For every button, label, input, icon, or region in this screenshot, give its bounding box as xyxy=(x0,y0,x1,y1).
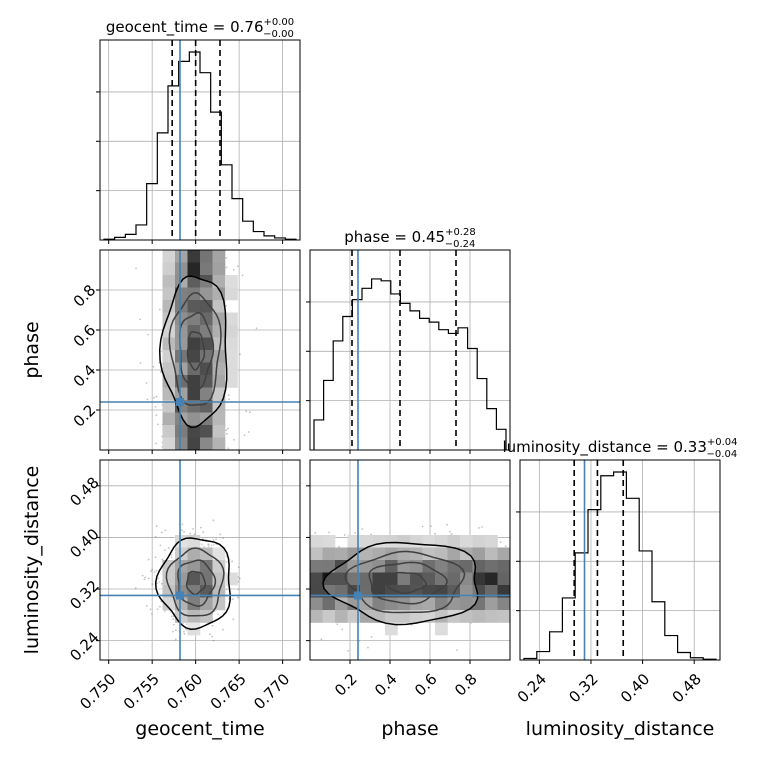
contour-line xyxy=(158,275,228,429)
panel-phase-vs-luminosity_distance xyxy=(309,459,511,661)
grid-lines xyxy=(100,460,300,660)
y-tick-label: 0.4 xyxy=(70,361,100,391)
contour-line xyxy=(386,571,427,595)
contour-line xyxy=(165,547,225,617)
contour-line xyxy=(344,550,466,614)
y-tick-label: 0.48 xyxy=(66,473,102,509)
grid-lines xyxy=(310,250,510,450)
x-tick-label: 0.40 xyxy=(617,670,653,706)
density-geocent_time-luminosity_distance xyxy=(134,519,241,642)
histogram-luminosity_distance xyxy=(523,471,717,660)
title-geocent_time: geocent_time = 0.76+0.00 −0.00 xyxy=(106,17,294,40)
x-tick-label: 0.8 xyxy=(451,670,481,700)
contour-line xyxy=(186,330,206,371)
title-luminosity_distance: luminosity_distance = 0.33+0.04 −0.04 xyxy=(502,437,737,460)
x-tick-label: 0.755 xyxy=(120,670,163,713)
x-tick-label: 0.32 xyxy=(565,670,601,706)
x-tick-label: 0.765 xyxy=(207,670,250,713)
x-tick-label: 0.770 xyxy=(250,670,293,713)
x-tick-label: 0.6 xyxy=(411,670,441,700)
y-tick-label: 0.24 xyxy=(66,628,102,664)
contour-line xyxy=(322,541,479,626)
y-tick-label: 0.2 xyxy=(70,401,100,431)
y-tick-label: 0.32 xyxy=(66,577,102,613)
x-tick-label: 0.48 xyxy=(669,670,705,706)
x-tick-label: 0.4 xyxy=(371,670,401,700)
y-axis-label-luminosity_distance: luminosity_distance xyxy=(21,466,43,655)
grid-lines xyxy=(520,460,720,660)
x-tick-label: 0.24 xyxy=(514,670,550,706)
diagonal-panel-geocent_time xyxy=(99,39,301,241)
x-tick-label: 0.760 xyxy=(163,670,206,713)
density-geocent_time-phase xyxy=(135,250,258,450)
injection-marker xyxy=(176,591,184,600)
y-axis-label-phase: phase xyxy=(21,321,43,378)
histogram-geocent_time xyxy=(103,51,297,240)
contour-line xyxy=(185,570,207,596)
y-tick-label: 0.40 xyxy=(66,525,102,561)
injection-marker xyxy=(176,398,184,406)
contour-line xyxy=(154,537,231,630)
density-phase-luminosity_distance xyxy=(310,523,510,652)
panel-geocent_time-vs-phase xyxy=(99,249,301,451)
title-phase: phase = 0.45+0.28 −0.24 xyxy=(344,227,475,250)
x-axis-label-phase: phase xyxy=(381,718,438,740)
injection-marker xyxy=(354,591,362,600)
contour-line xyxy=(368,561,448,605)
y-tick-label: 0.8 xyxy=(70,281,100,311)
x-axis-label-luminosity_distance: luminosity_distance xyxy=(526,718,715,740)
panel-geocent_time-vs-luminosity_distance xyxy=(99,459,301,661)
x-tick-label: 0.750 xyxy=(76,670,119,713)
y-tick-label: 0.6 xyxy=(70,321,100,351)
diagonal-panel-luminosity_distance xyxy=(519,459,721,661)
contour-line xyxy=(177,559,217,607)
x-tick-label: 0.2 xyxy=(331,670,361,700)
histogram-phase xyxy=(313,278,507,450)
x-axis-label-geocent_time: geocent_time xyxy=(135,718,264,740)
diagonal-panel-phase xyxy=(309,249,511,451)
